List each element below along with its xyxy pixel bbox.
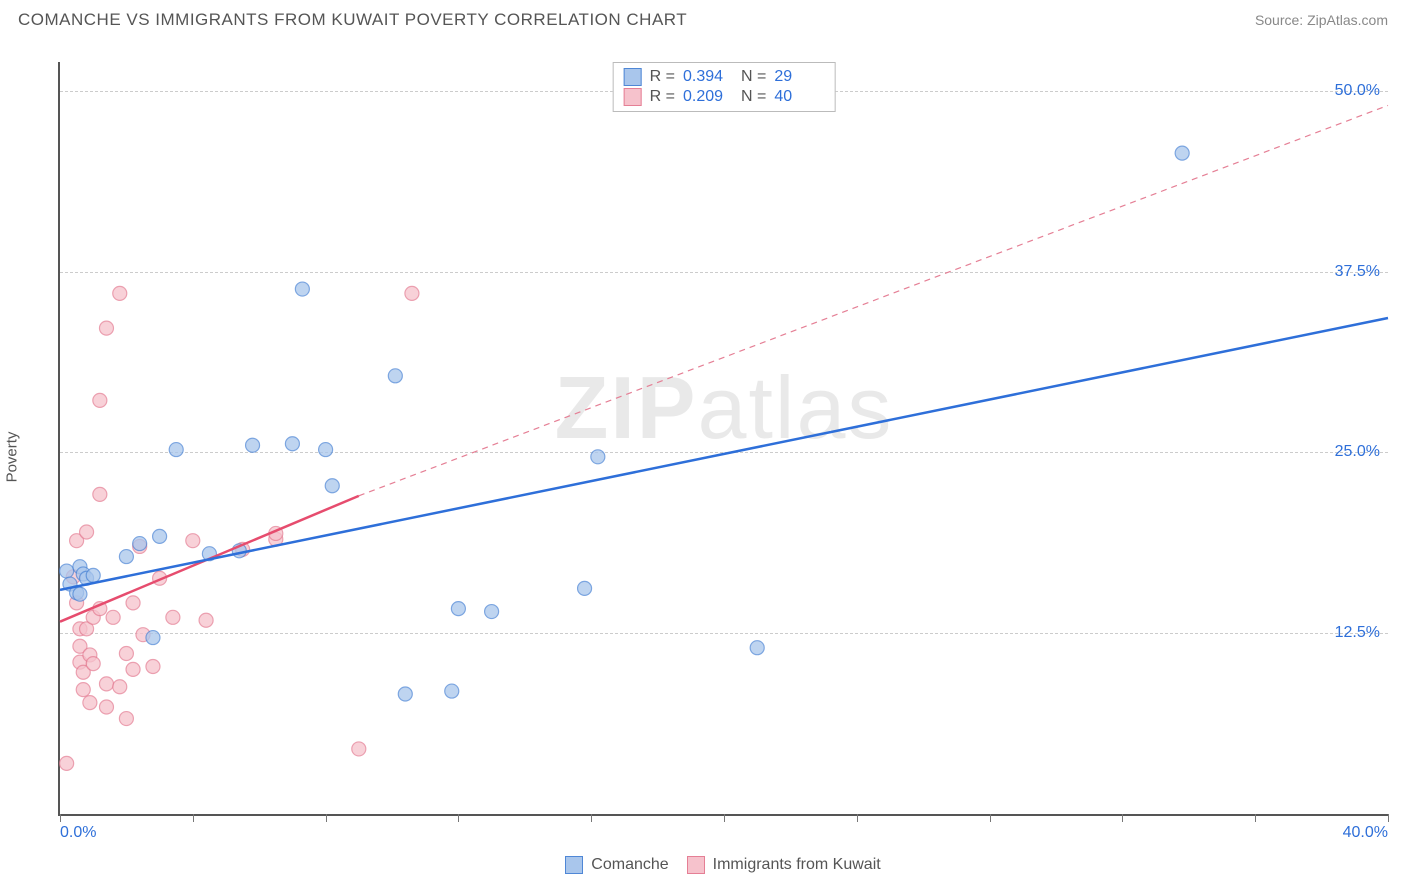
trend-line (60, 318, 1388, 590)
data-point (133, 537, 147, 551)
stat-label: R = (650, 68, 675, 86)
data-point (578, 581, 592, 595)
legend-swatch (687, 856, 705, 874)
plot-area: R =0.394N =29R =0.209N =40 ZIPatlas 12.5… (58, 62, 1388, 816)
stats-legend-row: R = 0.209 N = 40 (624, 87, 825, 107)
data-point (93, 487, 107, 501)
data-point (199, 613, 213, 627)
data-point (246, 438, 260, 452)
x-tick (1122, 814, 1123, 822)
data-point (285, 437, 299, 451)
x-tick-label: 0.0% (60, 824, 96, 842)
trend-line (359, 105, 1388, 495)
legend-swatch (624, 68, 642, 86)
stat-n-value: 29 (774, 68, 824, 86)
legend-label: Immigrants from Kuwait (713, 856, 881, 874)
stat-label: R = (650, 88, 675, 106)
data-point (80, 525, 94, 539)
data-point (295, 282, 309, 296)
data-point (146, 631, 160, 645)
x-tick (857, 814, 858, 822)
chart-svg (60, 62, 1388, 814)
chart-container: Poverty R =0.394N =29R =0.209N =40 ZIPat… (18, 40, 1388, 874)
legend-label: Comanche (591, 856, 668, 874)
data-point (73, 587, 87, 601)
data-point (113, 286, 127, 300)
data-point (186, 534, 200, 548)
data-point (86, 657, 100, 671)
data-point (485, 605, 499, 619)
legend-item: Comanche (565, 856, 668, 874)
stat-r-value: 0.394 (683, 68, 733, 86)
data-point (119, 550, 133, 564)
data-point (591, 450, 605, 464)
x-tick (990, 814, 991, 822)
data-point (388, 369, 402, 383)
data-point (86, 568, 100, 582)
data-point (166, 610, 180, 624)
data-point (1175, 146, 1189, 160)
x-tick (724, 814, 725, 822)
data-point (319, 443, 333, 457)
x-tick (1388, 814, 1389, 822)
y-axis-label: Poverty (4, 432, 21, 483)
data-point (119, 712, 133, 726)
data-point (398, 687, 412, 701)
x-tick (60, 814, 61, 822)
data-point (113, 680, 127, 694)
data-point (76, 683, 90, 697)
data-point (99, 677, 113, 691)
data-point (445, 684, 459, 698)
data-point (405, 286, 419, 300)
stats-legend-row: R = 0.394 N = 29 (624, 67, 825, 87)
x-tick (591, 814, 592, 822)
data-point (451, 602, 465, 616)
data-point (99, 321, 113, 335)
data-point (93, 393, 107, 407)
stats-legend: R = 0.394 N = 29 R = 0.209 N = 40 (613, 62, 836, 112)
data-point (60, 564, 74, 578)
stat-r-value: 0.209 (683, 88, 733, 106)
source-attribution: Source: ZipAtlas.com (1255, 12, 1388, 28)
data-point (60, 756, 74, 770)
data-point (106, 610, 120, 624)
series-legend: Comanche Immigrants from Kuwait (58, 856, 1388, 874)
stat-n-value: 40 (774, 88, 824, 106)
x-tick-label: 40.0% (1343, 824, 1388, 842)
data-point (750, 641, 764, 655)
x-tick (1255, 814, 1256, 822)
data-point (99, 700, 113, 714)
data-point (352, 742, 366, 756)
chart-title: COMANCHE VS IMMIGRANTS FROM KUWAIT POVER… (18, 10, 687, 30)
data-point (153, 529, 167, 543)
data-point (126, 662, 140, 676)
legend-item: Immigrants from Kuwait (687, 856, 881, 874)
data-point (126, 596, 140, 610)
data-point (119, 646, 133, 660)
stat-label: N = (741, 68, 766, 86)
data-point (146, 659, 160, 673)
x-tick (326, 814, 327, 822)
legend-swatch (565, 856, 583, 874)
x-tick (193, 814, 194, 822)
data-point (83, 696, 97, 710)
data-point (169, 443, 183, 457)
stat-label: N = (741, 88, 766, 106)
legend-swatch (624, 88, 642, 106)
data-point (325, 479, 339, 493)
x-tick (458, 814, 459, 822)
